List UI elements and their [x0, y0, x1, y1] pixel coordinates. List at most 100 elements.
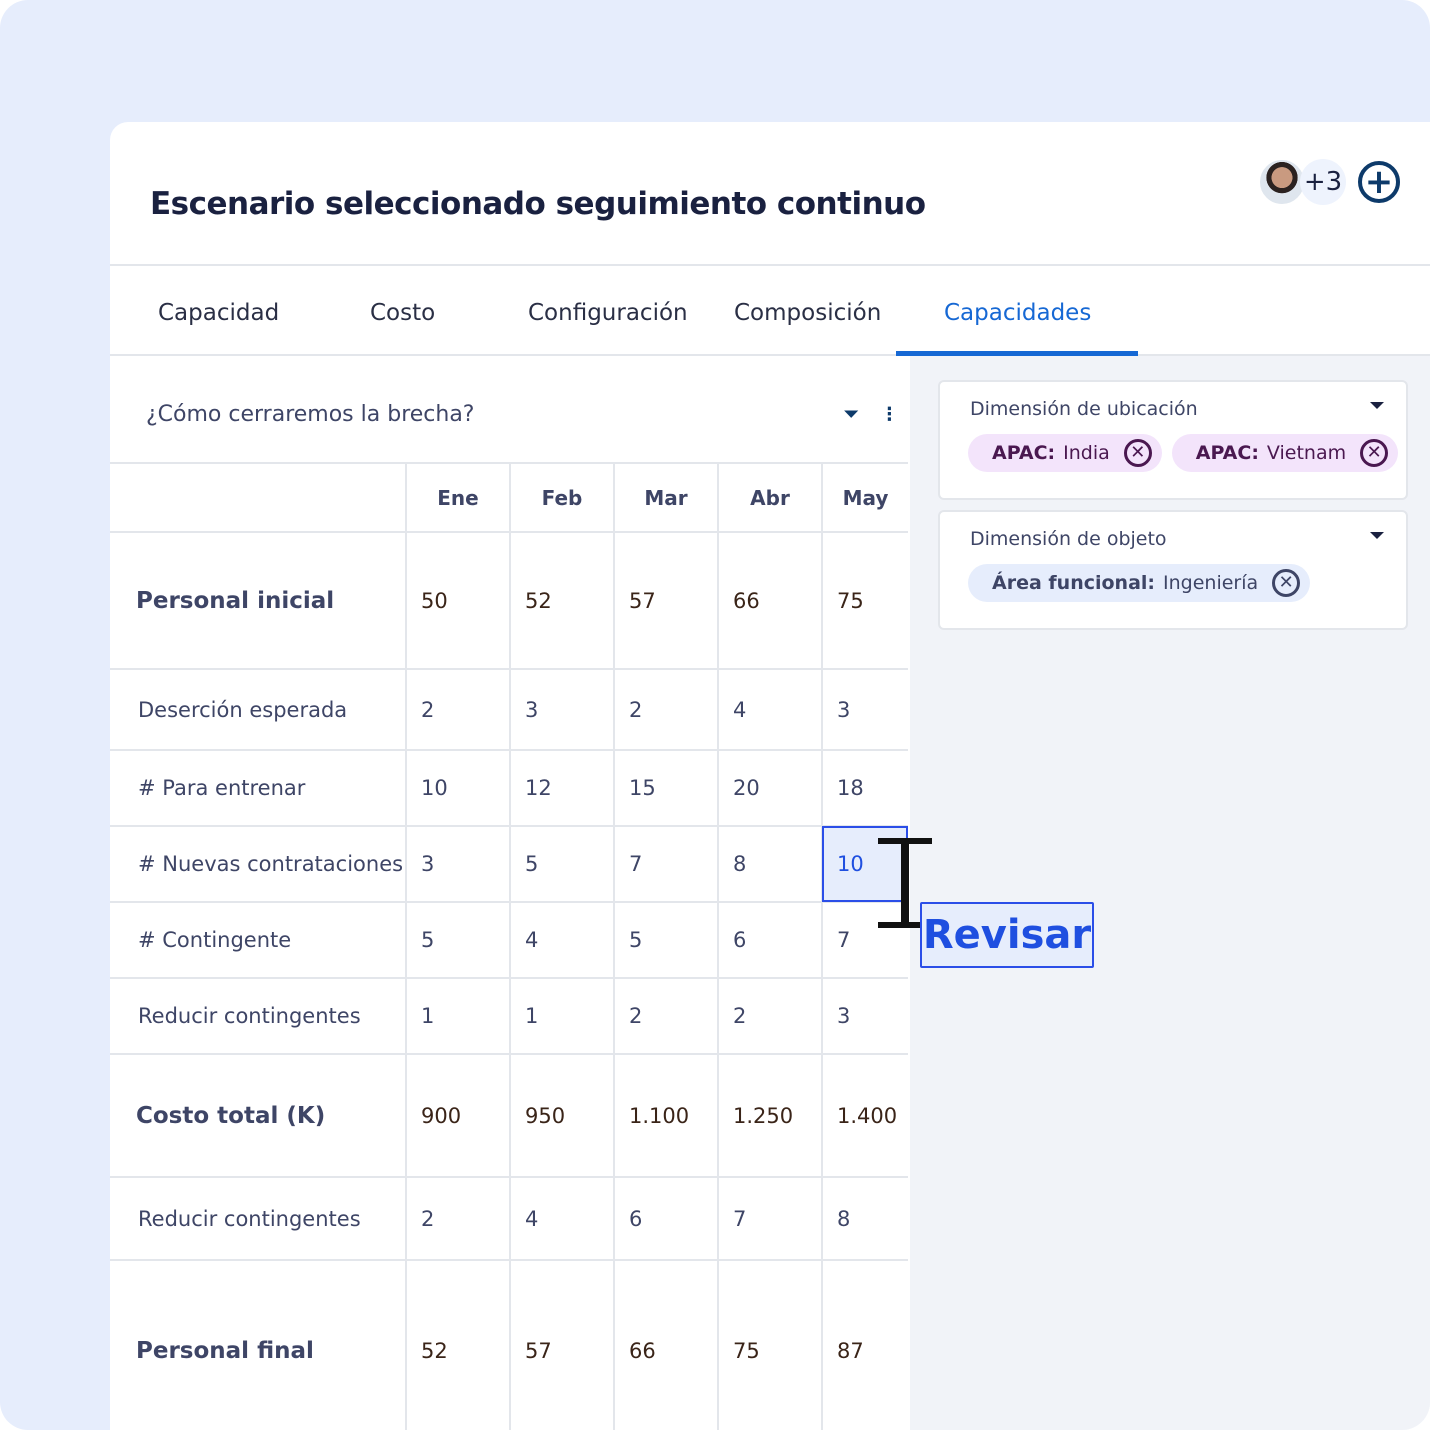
table-cell[interactable]: 4 — [510, 901, 615, 978]
row-label: # Nuevas contrataciones — [110, 825, 407, 902]
table-cell[interactable]: 5 — [406, 901, 511, 978]
corner-cell — [110, 462, 407, 532]
table-cell[interactable]: 3 — [822, 668, 908, 750]
table-cell[interactable]: 87 — [822, 1259, 908, 1430]
location-dimension-filter[interactable]: Dimensión de ubicación APAC: India ✕ APAC:… — [938, 380, 1408, 500]
table-cell[interactable]: 66 — [718, 531, 823, 669]
row-label: Costo total (K) — [110, 1053, 407, 1177]
object-dimension-filter[interactable]: Dimensión de objeto Área funcional: Ingen… — [938, 510, 1408, 630]
table-cell[interactable]: 57 — [510, 1259, 615, 1430]
table-cell[interactable]: 6 — [614, 1176, 719, 1260]
table-cell[interactable]: 75 — [718, 1259, 823, 1430]
page-title: Escenario seleccionado seguimiento conti… — [150, 186, 926, 222]
table-cell[interactable]: 2 — [406, 668, 511, 750]
avatar[interactable] — [1258, 158, 1306, 206]
table-cell[interactable]: 10 — [406, 749, 511, 826]
table-row: Reducir contingentes 2 4 6 7 8 — [110, 1176, 908, 1260]
table-cell[interactable]: 12 — [510, 749, 615, 826]
table-cell[interactable]: 66 — [614, 1259, 719, 1430]
table-cell[interactable]: 7 — [822, 901, 908, 978]
tab-capacidades[interactable]: Capacidades — [944, 300, 1092, 326]
table-cell[interactable]: 1 — [510, 977, 615, 1054]
chip-key: APAC: — [1195, 442, 1259, 464]
table-row: Costo total (K) 900 950 1.100 1.250 1.400 — [110, 1053, 908, 1177]
filter-label: Dimensión de objeto — [970, 528, 1167, 550]
table-cell[interactable]: 8 — [718, 825, 823, 902]
table-cell[interactable]: 52 — [510, 531, 615, 669]
table-cell[interactable]: 4 — [510, 1176, 615, 1260]
table-cell[interactable]: 2 — [718, 977, 823, 1054]
remove-chip-icon[interactable]: ✕ — [1123, 439, 1152, 467]
table-cell[interactable]: 7 — [718, 1176, 823, 1260]
table-cell[interactable]: 18 — [822, 749, 908, 826]
table-cell[interactable]: 57 — [614, 531, 719, 669]
filter-chip[interactable]: Área funcional: Ingeniería ✕ — [968, 564, 1311, 602]
chip-key: APAC: — [992, 442, 1056, 464]
revisar-tooltip: Revisar — [920, 902, 1094, 968]
table-cell[interactable]: 1 — [406, 977, 511, 1054]
table-row: Deserción esperada 2 3 2 4 3 — [110, 668, 908, 750]
table-cell[interactable]: 75 — [822, 531, 908, 669]
caret-down-icon[interactable] — [1370, 532, 1384, 539]
filter-icon[interactable]: ⏷ — [844, 404, 859, 425]
table-cell[interactable]: 7 — [614, 825, 719, 902]
table-row: # Nuevas contrataciones 3 5 7 8 10 — [110, 825, 908, 902]
row-label: Personal inicial — [110, 531, 407, 669]
tab-configuracion[interactable]: Configuración — [528, 300, 688, 326]
table-cell[interactable]: 2 — [614, 977, 719, 1054]
table-row: Reducir contingentes 1 1 2 2 3 — [110, 977, 908, 1054]
table-cell[interactable]: 3 — [510, 668, 615, 750]
table-cell[interactable]: 3 — [406, 825, 511, 902]
table-cell[interactable]: 8 — [822, 1176, 908, 1260]
table-cell[interactable]: 50 — [406, 531, 511, 669]
table-cell[interactable]: 52 — [406, 1259, 511, 1430]
more-vertical-icon[interactable]: ⋮ — [880, 404, 899, 425]
filter-chip[interactable]: APAC: Vietnam ✕ — [1171, 434, 1399, 472]
plus-circle-icon[interactable]: + — [1358, 161, 1400, 203]
filters-panel: Dimensión de ubicación APAC: India ✕ APAC:… — [910, 356, 1430, 1430]
table-cell[interactable]: 20 — [718, 749, 823, 826]
caret-down-icon[interactable] — [1370, 402, 1384, 409]
row-label: Reducir contingentes — [110, 977, 407, 1054]
row-label: # Para entrenar — [110, 749, 407, 826]
chip-value: India — [1063, 442, 1110, 464]
column-header: May — [822, 462, 908, 532]
chip-key: Área funcional: — [992, 572, 1156, 594]
table-cell[interactable]: 15 — [614, 749, 719, 826]
more-collaborators-badge[interactable]: +3 — [1300, 159, 1346, 205]
active-tab-indicator — [896, 351, 1138, 356]
row-label: Deserción esperada — [110, 668, 407, 750]
column-header: Abr — [718, 462, 823, 532]
row-label: Personal final — [110, 1259, 407, 1430]
table-cell[interactable]: 4 — [718, 668, 823, 750]
remove-chip-icon[interactable]: ✕ — [1360, 439, 1389, 467]
divider — [110, 264, 1430, 266]
table-cell[interactable]: 3 — [822, 977, 908, 1054]
tab-capacidad[interactable]: Capacidad — [158, 300, 280, 326]
table-cell[interactable]: 1.100 — [614, 1053, 719, 1177]
table-cell[interactable]: 900 — [406, 1053, 511, 1177]
table-row: Personal final 52 57 66 75 87 — [110, 1259, 908, 1430]
section-title: ¿Cómo cerraremos la brecha? — [146, 402, 475, 427]
tab-costo[interactable]: Costo — [370, 300, 436, 326]
table-cell[interactable]: 2 — [614, 668, 719, 750]
table-cell[interactable]: 5 — [510, 825, 615, 902]
table-cell[interactable]: 6 — [718, 901, 823, 978]
table-row: # Contingente 5 4 5 6 7 — [110, 901, 908, 978]
table-cell[interactable]: 1.250 — [718, 1053, 823, 1177]
remove-chip-icon[interactable]: ✕ — [1272, 569, 1301, 597]
table-cell[interactable]: 2 — [406, 1176, 511, 1260]
table-cell[interactable]: 5 — [614, 901, 719, 978]
tab-composicion[interactable]: Composición — [734, 300, 882, 326]
table-cell[interactable]: 950 — [510, 1053, 615, 1177]
table-header-row: Ene Feb Mar Abr May — [110, 462, 908, 532]
capacity-table: Ene Feb Mar Abr May Personal inicial 50 52… — [110, 462, 908, 1430]
filter-label: Dimensión de ubicación — [970, 398, 1198, 420]
collaborators: +3 + — [1258, 158, 1400, 206]
table-row: Personal inicial 50 52 57 66 75 — [110, 531, 908, 669]
table-cell[interactable]: 10 — [822, 825, 908, 902]
column-header: Mar — [614, 462, 719, 532]
table-cell[interactable]: 1.400 — [822, 1053, 908, 1177]
filter-chip[interactable]: APAC: India ✕ — [968, 434, 1162, 472]
